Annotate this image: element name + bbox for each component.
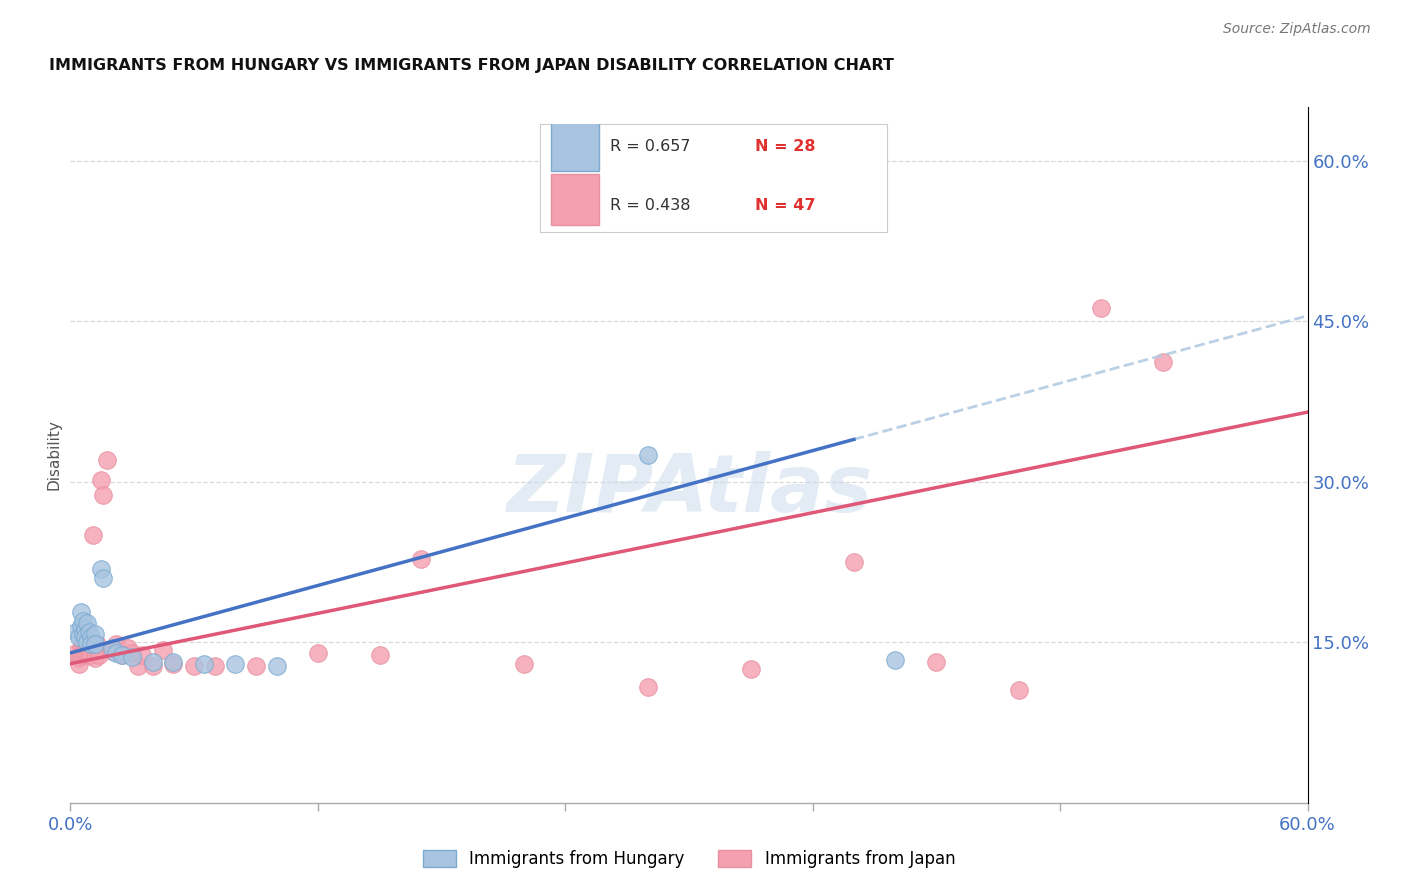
Point (121, 650, 143, 665)
Point (637, 680, 659, 694)
Point (84, 644, 107, 658)
Point (96, 453, 118, 467)
Point (65, 646, 87, 660)
Point (131, 648, 153, 662)
Point (925, 655, 948, 669)
Point (91, 571, 114, 585)
Point (266, 658, 288, 673)
Point (80, 630, 103, 644)
Point (204, 658, 226, 673)
Point (121, 646, 143, 660)
Point (162, 655, 184, 669)
Point (72, 637, 94, 651)
Text: IMMIGRANTS FROM HUNGARY VS IMMIGRANTS FROM JAPAN DISABILITY CORRELATION CHART: IMMIGRANTS FROM HUNGARY VS IMMIGRANTS FR… (49, 58, 894, 73)
Point (77, 648, 100, 662)
Point (1008, 683, 1031, 698)
Point (84, 651, 107, 665)
Point (307, 646, 329, 660)
Point (224, 657, 246, 671)
Point (67, 630, 90, 644)
Point (72, 646, 94, 660)
Point (72, 626, 94, 640)
Point (67, 651, 90, 665)
Point (100, 640, 122, 655)
Point (368, 648, 391, 662)
Point (90, 473, 112, 487)
Point (72, 614, 94, 628)
Point (104, 646, 127, 660)
Point (73, 630, 96, 644)
Point (69, 648, 91, 662)
Point (409, 551, 432, 566)
Legend: Immigrants from Hungary, Immigrants from Japan: Immigrants from Hungary, Immigrants from… (416, 843, 962, 874)
Text: Source: ZipAtlas.com: Source: ZipAtlas.com (1223, 22, 1371, 37)
Point (245, 658, 267, 673)
Point (80, 648, 103, 662)
Point (183, 658, 205, 673)
Point (152, 642, 174, 657)
Point (76, 615, 98, 630)
Point (142, 655, 165, 669)
Point (73, 635, 96, 649)
Point (90, 562, 112, 576)
Text: ZIPAtlas: ZIPAtlas (506, 450, 872, 529)
Point (69, 619, 91, 633)
Point (162, 657, 184, 671)
Point (842, 555, 865, 569)
Point (77, 637, 100, 651)
Point (67, 657, 90, 671)
Point (111, 648, 134, 662)
Y-axis label: Disability: Disability (46, 419, 62, 491)
Point (65, 624, 87, 639)
Point (142, 658, 165, 673)
Point (76, 630, 98, 644)
Point (884, 653, 907, 667)
Point (637, 448, 659, 462)
Point (82, 528, 104, 542)
Point (513, 657, 536, 671)
Point (740, 662, 762, 676)
Point (1152, 355, 1174, 369)
Point (80, 640, 103, 655)
Point (80, 637, 103, 651)
Point (73, 644, 96, 658)
Point (77, 624, 100, 639)
Point (84, 626, 107, 640)
Point (76, 635, 98, 649)
Point (127, 658, 149, 673)
Point (104, 637, 127, 651)
Point (117, 640, 139, 655)
Point (193, 657, 215, 671)
Point (73, 623, 96, 637)
Point (84, 637, 107, 651)
Point (86, 637, 108, 651)
Point (111, 648, 134, 662)
Point (1090, 301, 1112, 316)
Point (69, 640, 91, 655)
Point (91, 487, 114, 501)
Point (76, 640, 98, 655)
Point (100, 644, 122, 658)
Point (89, 648, 111, 662)
Point (69, 605, 91, 619)
